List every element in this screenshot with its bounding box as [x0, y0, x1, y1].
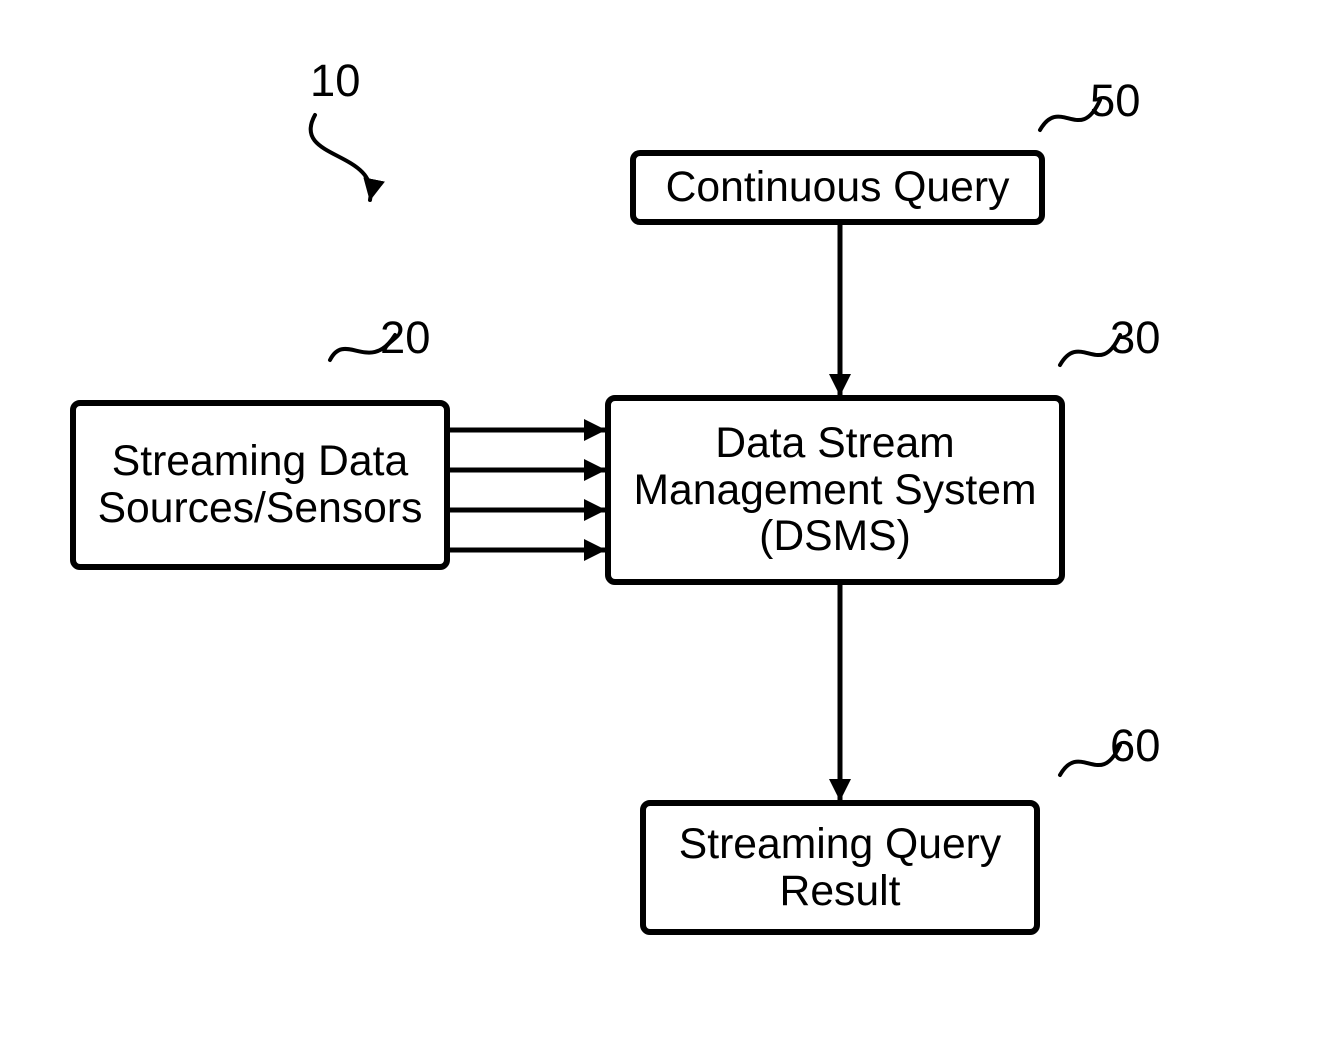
node-label-line: Result	[780, 867, 901, 915]
ref-label-50: 50	[1090, 75, 1140, 127]
ref-label-60: 60	[1110, 720, 1160, 772]
node-label-line: Data Stream	[715, 419, 954, 467]
node-label-line: Streaming Query	[679, 820, 1001, 868]
node-continuous-query: Continuous Query	[630, 150, 1045, 225]
node-label-line: Management System	[633, 466, 1036, 514]
diagram-stage: Streaming Data Sources/Sensors Data Stre…	[0, 0, 1321, 1056]
node-streaming-result: Streaming Query Result	[640, 800, 1040, 935]
node-streaming-sources: Streaming Data Sources/Sensors	[70, 400, 450, 570]
ref-label-20: 20	[380, 312, 430, 364]
node-label-line: Sources/Sensors	[98, 484, 423, 532]
node-label-line: Continuous Query	[666, 163, 1010, 211]
ref-label-30: 30	[1110, 312, 1160, 364]
node-label-line: Streaming Data	[112, 437, 408, 485]
node-dsms: Data Stream Management System (DSMS)	[605, 395, 1065, 585]
node-label-line: (DSMS)	[759, 512, 911, 560]
ref-label-10: 10	[310, 55, 360, 107]
